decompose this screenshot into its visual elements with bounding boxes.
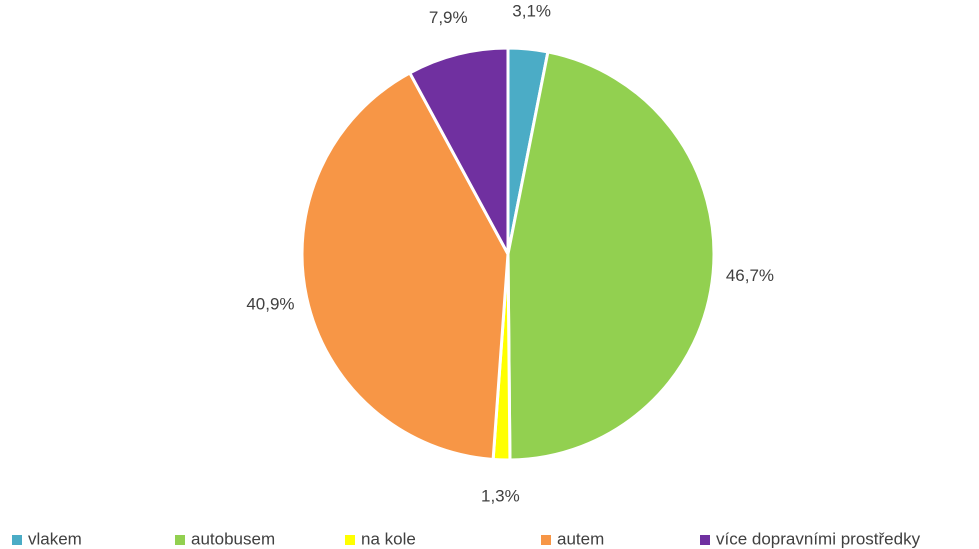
- legend-label: vlakem: [28, 529, 82, 548]
- legend-label: více dopravními prostředky: [716, 529, 921, 548]
- pie-slice: [300, 70, 510, 462]
- legend-swatch: [12, 535, 22, 545]
- legend-label: autobusem: [191, 529, 275, 548]
- legend-label: na kole: [361, 529, 416, 548]
- data-label: 3,1%: [512, 2, 551, 21]
- pie-slice: [506, 50, 716, 462]
- data-label: 7,9%: [429, 8, 468, 27]
- legend-label: autem: [557, 529, 604, 548]
- pie-slice: [407, 46, 510, 255]
- legend-swatch: [700, 535, 710, 545]
- data-label: 1,3%: [481, 486, 520, 505]
- data-label: 40,9%: [246, 295, 294, 314]
- legend-swatch: [345, 535, 355, 545]
- data-label: 46,7%: [726, 266, 774, 285]
- legend-swatch: [541, 535, 551, 545]
- legend-swatch: [175, 535, 185, 545]
